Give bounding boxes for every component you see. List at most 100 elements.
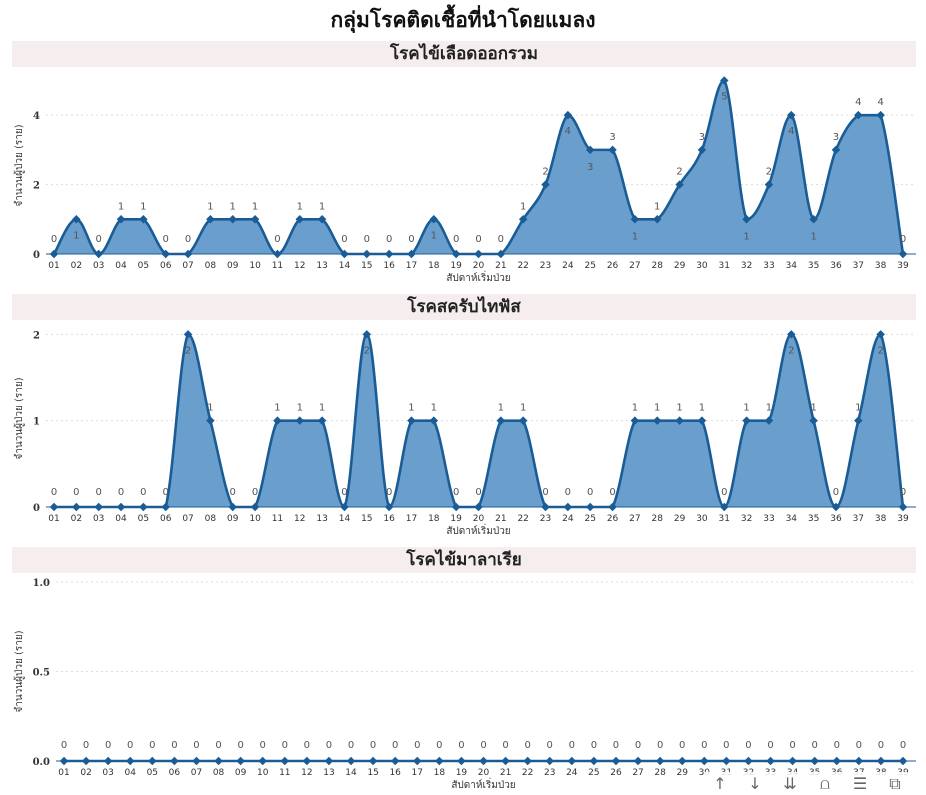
x-tick-label: 37	[853, 514, 864, 524]
data-label: 1	[520, 403, 526, 414]
data-point	[183, 249, 193, 259]
x-tick-label: 16	[383, 514, 395, 524]
data-label: 3	[587, 162, 593, 173]
data-label: 1	[766, 403, 772, 414]
x-tick-label: 24	[562, 514, 574, 524]
data-label: 0	[502, 740, 508, 751]
data-point	[295, 416, 305, 425]
x-tick-label: 15	[361, 261, 372, 271]
data-point	[72, 502, 81, 512]
data-label: 1	[408, 403, 414, 414]
data-point	[214, 756, 223, 766]
data-point	[697, 416, 707, 425]
y-tick-label: 2	[33, 181, 40, 192]
x-tick-label: 37	[853, 261, 864, 271]
data-label: 0	[171, 740, 177, 751]
x-tick-label: 13	[316, 261, 327, 271]
data-point	[125, 756, 135, 766]
data-point	[898, 756, 908, 766]
data-point	[700, 756, 709, 766]
data-label: 4	[855, 97, 861, 108]
x-tick-label: 12	[301, 768, 312, 778]
x-tick-label: 06	[160, 261, 172, 271]
filter-icon[interactable]: ☰	[852, 773, 868, 793]
x-tick-label: 09	[227, 261, 239, 271]
data-point	[390, 756, 400, 766]
data-point	[585, 502, 595, 512]
x-tick-label: 07	[191, 768, 202, 778]
data-label: 1	[207, 403, 213, 414]
x-tick-label: 17	[406, 261, 417, 271]
x-tick-label: 26	[607, 514, 619, 524]
x-tick-label: 22	[517, 514, 528, 524]
x-tick-label: 30	[696, 514, 708, 524]
x-tick-label: 29	[674, 261, 686, 271]
y-tick-label: 4	[33, 111, 40, 122]
data-label: 2	[877, 345, 883, 356]
data-point	[228, 215, 237, 224]
data-label: 0	[95, 487, 101, 498]
x-tick-label: 33	[763, 514, 774, 524]
data-label: 0	[95, 234, 101, 245]
data-point	[273, 249, 282, 259]
double-arrow-down-icon[interactable]: ⇊	[783, 773, 797, 793]
x-tick-label: 03	[93, 261, 104, 271]
data-label: 0	[701, 740, 707, 751]
data-label: 0	[252, 487, 258, 498]
data-point	[94, 502, 103, 512]
x-tick-label: 35	[808, 261, 819, 271]
x-tick-label: 38	[875, 261, 887, 271]
data-point	[206, 215, 215, 224]
x-tick-label: 05	[138, 514, 149, 524]
arrow-down-icon[interactable]: ↓	[748, 773, 762, 793]
data-point	[49, 502, 59, 512]
data-point	[362, 330, 372, 339]
data-point	[854, 416, 863, 425]
data-label: 0	[282, 740, 288, 751]
hierarchy-icon[interactable]: ⩍	[819, 773, 831, 793]
x-tick-label: 09	[227, 514, 239, 524]
data-point	[94, 249, 103, 259]
data-label: 2	[788, 345, 794, 356]
x-tick-label: 39	[897, 514, 909, 524]
data-label: 0	[118, 487, 124, 498]
data-label: 0	[657, 740, 663, 751]
x-tick-label: 04	[115, 514, 127, 524]
data-point	[192, 756, 201, 766]
x-tick-label: 10	[249, 514, 261, 524]
x-tick-label: 09	[235, 768, 247, 778]
y-axis-label: จำนวนผู้ป่วย (ราย)	[13, 124, 25, 206]
data-point	[340, 249, 349, 259]
x-tick-label: 23	[544, 768, 555, 778]
x-tick-label: 17	[406, 514, 417, 524]
data-label: 0	[304, 740, 310, 751]
x-tick-label: 27	[632, 768, 643, 778]
x-axis-label: สัปดาห์เริ่มป่วย	[446, 270, 510, 284]
x-tick-label: 22	[522, 768, 533, 778]
data-label: 0	[193, 740, 199, 751]
x-tick-label: 03	[102, 768, 113, 778]
data-label: 2	[766, 167, 772, 178]
data-point	[744, 756, 753, 766]
focus-mode-icon[interactable]: ⧉	[889, 773, 901, 793]
data-label: 0	[900, 234, 906, 245]
data-label: 0	[498, 234, 504, 245]
data-point	[139, 215, 148, 224]
data-label: 1	[431, 230, 437, 241]
arrow-up-icon[interactable]: ↑	[713, 773, 727, 793]
x-tick-label: 25	[588, 768, 599, 778]
data-point	[228, 502, 237, 512]
data-label: 0	[274, 234, 280, 245]
data-point	[250, 215, 260, 224]
x-tick-label: 32	[741, 261, 752, 271]
data-point	[346, 756, 356, 766]
data-label: 0	[723, 740, 729, 751]
x-tick-label: 21	[500, 768, 511, 778]
x-tick-label: 14	[345, 768, 357, 778]
x-tick-label: 20	[473, 261, 485, 271]
x-tick-label: 01	[48, 261, 59, 271]
data-label: 0	[149, 740, 155, 751]
data-point	[611, 756, 621, 766]
data-point	[384, 502, 394, 512]
